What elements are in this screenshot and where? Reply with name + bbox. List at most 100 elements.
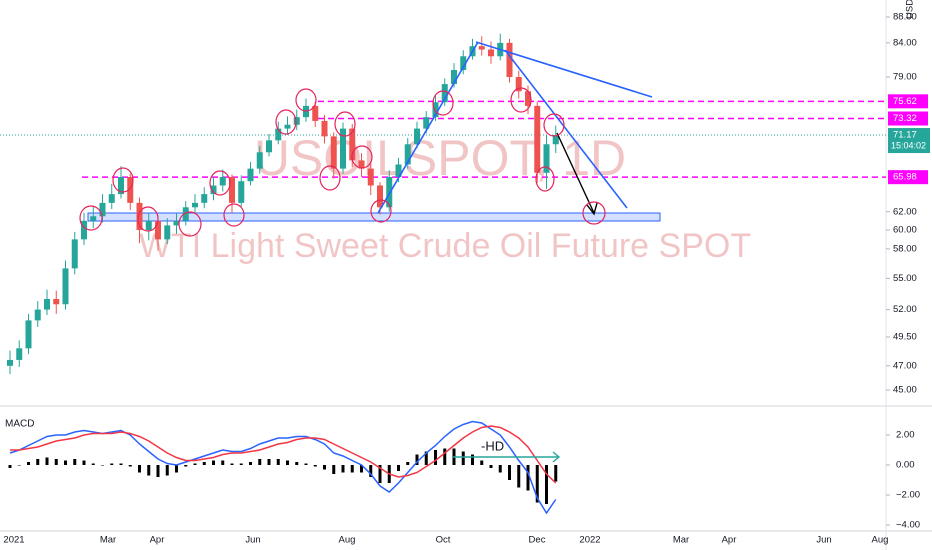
y-tick-label: −4.00 <box>896 520 920 531</box>
candle-body <box>53 298 60 305</box>
histogram-bar <box>526 465 530 491</box>
y-tick-label: 47.00 <box>893 360 917 371</box>
histogram-bar <box>27 462 30 465</box>
candle-body <box>247 168 254 182</box>
currency: USD <box>905 0 916 19</box>
candle-body <box>460 56 467 71</box>
histogram-bar <box>286 460 289 465</box>
candle-body <box>34 309 41 321</box>
candle-body <box>423 117 430 129</box>
time-label: Jun <box>245 535 260 546</box>
last-price-label: 71.17 <box>893 130 917 141</box>
price-label: 73.32 <box>893 113 917 124</box>
time-label: Apr <box>150 535 165 546</box>
circle <box>112 167 134 193</box>
time-label: 2021 <box>3 535 24 546</box>
drawings <box>79 41 653 463</box>
histogram-bar <box>91 463 95 465</box>
candle-body <box>145 220 152 231</box>
price-label-box <box>888 94 928 109</box>
macd-line <box>9 420 557 515</box>
histogram-bar <box>276 459 280 465</box>
candle-body <box>7 359 13 366</box>
candle-body <box>164 225 171 240</box>
histogram-bar <box>73 459 77 465</box>
arrow-head <box>586 202 598 216</box>
candle-body <box>358 160 365 169</box>
histogram-bar <box>498 465 502 473</box>
candle-body <box>414 128 420 145</box>
candle-body <box>192 202 198 208</box>
histogram-bar <box>45 457 49 465</box>
candle-body <box>330 136 337 169</box>
candle-body <box>62 268 69 305</box>
circle <box>319 165 341 191</box>
candle-body <box>367 168 374 186</box>
histogram-bar <box>378 465 382 483</box>
candle-body <box>229 176 235 203</box>
price-label-box <box>888 111 928 126</box>
trend-line <box>377 41 479 214</box>
histogram-bar <box>165 465 169 476</box>
histogram-bar <box>230 463 234 465</box>
y-tick-label: 58.00 <box>893 243 917 254</box>
circle <box>209 170 231 196</box>
y-tick-label: 79.00 <box>893 72 917 83</box>
y-tick-label: −2.00 <box>896 490 920 501</box>
candle-body <box>182 207 189 221</box>
y-tick-label: 60.00 <box>893 225 917 236</box>
histogram-bar <box>461 451 465 465</box>
circle <box>535 166 555 192</box>
arrow <box>556 132 595 214</box>
candle-body <box>312 105 319 121</box>
candle-body <box>16 348 23 360</box>
histogram-bar <box>545 465 548 504</box>
histogram-bar <box>8 465 12 468</box>
circle <box>351 145 373 169</box>
candle-body <box>136 202 143 231</box>
histogram-bar <box>54 459 58 465</box>
histogram-bar <box>258 459 262 465</box>
time-label: Apr <box>722 535 737 546</box>
histogram-bar <box>202 462 206 465</box>
candle-body <box>99 202 106 217</box>
histogram-bar <box>360 465 363 473</box>
histogram-bar <box>267 459 271 465</box>
histogram-bar <box>415 454 419 465</box>
histogram-bar <box>184 465 188 467</box>
histogram-bar <box>369 465 373 477</box>
divergence-arrow <box>552 451 561 463</box>
y-tick-label: 2.00 <box>896 430 915 441</box>
histogram-bar <box>17 465 21 466</box>
circle <box>334 111 356 137</box>
candle-body <box>488 49 494 57</box>
candle-body <box>44 298 50 310</box>
circle <box>582 201 606 225</box>
histogram-bar <box>239 463 243 465</box>
histogram-bar <box>424 451 428 465</box>
candle-body <box>25 320 32 349</box>
time-label: Aug <box>872 535 889 546</box>
candle-body <box>395 164 402 177</box>
price-label: 65.98 <box>893 172 917 183</box>
macd-line <box>10 425 557 484</box>
candle-body <box>515 77 522 92</box>
candle-body <box>386 176 393 208</box>
histogram-bar <box>434 450 437 465</box>
candle-body <box>108 194 115 203</box>
circle <box>432 90 454 116</box>
histogram-bar <box>138 465 141 473</box>
histogram-bar <box>341 465 345 473</box>
candle-body <box>71 239 78 269</box>
y-tick-label: 62.00 <box>893 206 917 217</box>
y-tick-label: 88.00 <box>893 12 917 23</box>
candle-body <box>210 185 217 195</box>
circle <box>178 211 202 237</box>
annotation: -HD <box>481 438 504 453</box>
histogram-bar <box>406 462 410 465</box>
y-tick-label: 45.00 <box>893 385 917 396</box>
candle-body <box>441 84 448 103</box>
histogram-bar <box>221 460 225 465</box>
candle-body <box>127 176 134 203</box>
